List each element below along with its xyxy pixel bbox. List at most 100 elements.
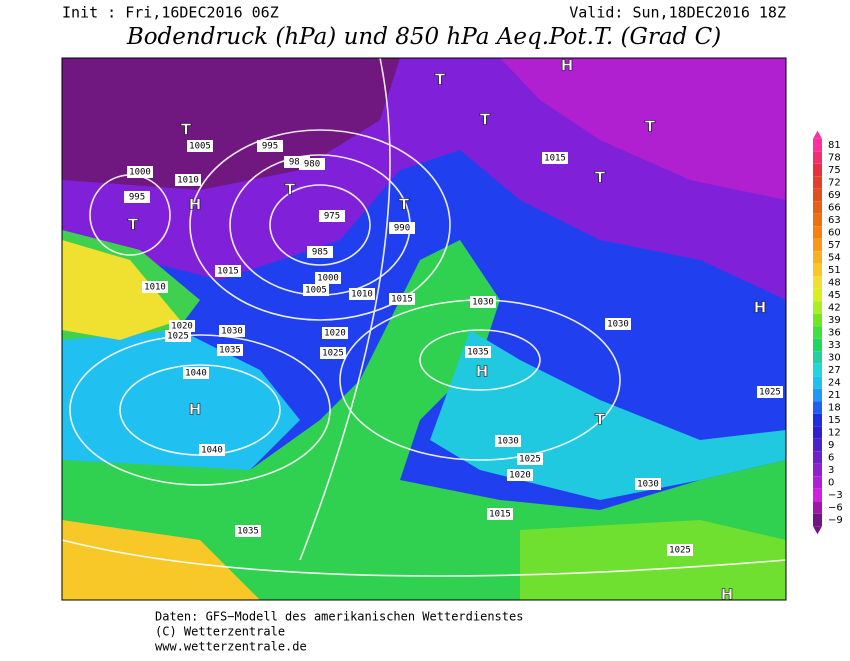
pressure-center: T [595, 411, 606, 429]
colorbar-label: 54 [828, 253, 841, 264]
colorbar-label: 72 [828, 178, 841, 189]
isobar-label: 995 [262, 142, 278, 152]
isobar-label: 1030 [497, 437, 519, 447]
pressure-center: H [476, 363, 489, 381]
colorbar-swatch [813, 226, 822, 239]
colorbar-swatch [813, 163, 822, 177]
isobar-label: 1035 [237, 527, 259, 537]
isobar-label: 1040 [201, 446, 223, 456]
isobar-label-bg [507, 469, 533, 481]
colorbar-swatch [813, 213, 822, 227]
colorbar-label: 30 [828, 353, 841, 364]
colorbar-swatch [813, 351, 822, 364]
colorbar-label: 27 [828, 365, 841, 376]
isobar-label: 990 [394, 224, 410, 234]
isobar-label: 1010 [351, 290, 373, 300]
colorbar-swatch [813, 326, 822, 339]
isobar-label-bg [183, 367, 209, 379]
isobar-label-bg [165, 330, 191, 342]
colorbar-swatch [813, 401, 822, 414]
isobar-label: 985 [289, 158, 305, 168]
colorbar-label: −6 [828, 503, 843, 514]
isobar-label: 1020 [509, 471, 531, 481]
colorbar-label: 12 [828, 428, 841, 439]
pressure-center: T [285, 181, 296, 199]
colorbar-swatch [813, 301, 822, 314]
colorbar-swatch [813, 276, 822, 289]
colorbar-label: 24 [828, 378, 841, 389]
colorbar-swatch [813, 451, 822, 464]
isobar-label: 1020 [324, 329, 346, 339]
colorbar-label: 63 [828, 215, 841, 226]
pressure-center: T [480, 111, 491, 129]
map-field [62, 58, 786, 600]
isobar-label-bg [219, 325, 245, 337]
isobar-label-bg [319, 210, 345, 222]
colorbar-swatch [813, 313, 822, 327]
isobar-label-bg [389, 222, 415, 234]
isobar-label-bg [322, 327, 348, 339]
isobar-label-bg [127, 166, 153, 178]
footer-source: Daten: GFS−Modell des amerikanischen Wet… [155, 610, 523, 624]
colorbar-swatch [813, 413, 822, 427]
colorbar-swatch [813, 438, 822, 452]
colorbar-swatch [813, 238, 822, 252]
colorbar-label: 45 [828, 290, 841, 301]
colorbar-label: 33 [828, 340, 841, 351]
isobar-label: 1025 [759, 388, 781, 398]
colorbar-swatch [813, 513, 822, 527]
colorbar-swatch [813, 388, 822, 402]
pressure-center: T [128, 216, 139, 234]
colorbar-label: 48 [828, 278, 841, 289]
colorbar-label: 60 [828, 228, 841, 239]
colorbar-swatch [813, 176, 822, 189]
colorbar-swatch [813, 501, 822, 514]
colorbar-swatch [813, 488, 822, 502]
init-time: Init : Fri,16DEC2016 06Z [62, 4, 279, 22]
colorbar-label: 39 [828, 315, 841, 326]
isobar-label: 975 [324, 212, 340, 222]
colorbar-label: 0 [828, 478, 834, 489]
isobar-label: 1000 [129, 168, 151, 178]
isobar-label: 1005 [305, 286, 327, 296]
isobar-label-bg [307, 246, 333, 258]
isobar-label: 1010 [177, 176, 199, 186]
pressure-center: H [721, 586, 734, 604]
valid-time: Valid: Sun,18DEC2016 18Z [569, 4, 786, 22]
isobar-label: 1015 [489, 510, 511, 520]
map-title: Bodendruck (hPa) und 850 hPa Aeq.Pot.T. … [126, 24, 721, 50]
pressure-center: T [645, 118, 656, 136]
isobar-label-bg [542, 152, 568, 164]
colorbar-label: 36 [828, 328, 841, 339]
pressure-center: H [754, 299, 767, 317]
pressure-center: T [595, 169, 606, 187]
isobar-label: 1025 [167, 332, 189, 342]
colorbar-swatch [813, 201, 822, 214]
colorbar-label: −9 [828, 515, 843, 526]
isobar-label: 1035 [219, 346, 241, 356]
colorbar-label: 78 [828, 153, 841, 164]
isobar-label: 1025 [519, 455, 541, 465]
footer-url: www.wetterzentrale.de [155, 640, 307, 654]
isobar-label-bg [757, 386, 783, 398]
colorbar-label: 21 [828, 390, 841, 401]
isobar-label: 1020 [171, 322, 193, 332]
isobar-label-bg [303, 284, 329, 296]
isobar-label-bg [299, 158, 325, 170]
isobar-label-bg [495, 435, 521, 447]
colorbar-swatch [813, 338, 822, 352]
isobar-label-bg [217, 344, 243, 356]
isobar-label: 980 [304, 160, 320, 170]
isobar-label-bg [320, 347, 346, 359]
isobar-label: 1010 [144, 283, 166, 293]
isobar-label-bg [465, 346, 491, 358]
colorbar-swatch [813, 188, 822, 202]
isobar-label-bg [349, 288, 375, 300]
isobar-label-bg [169, 320, 195, 332]
colorbar-label: 9 [828, 440, 834, 451]
colorbar-swatch [813, 363, 822, 377]
pressure-center: T [181, 121, 192, 139]
isobar-label: 1025 [322, 349, 344, 359]
colorbar-label: 15 [828, 415, 841, 426]
